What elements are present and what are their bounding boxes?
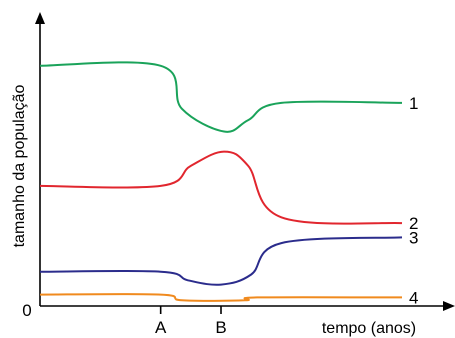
origin-label: 0 <box>22 301 31 320</box>
series-label-2: 2 <box>409 214 418 233</box>
series-label-4: 4 <box>409 288 418 307</box>
series-label-3: 3 <box>409 228 418 247</box>
x-tick-label-b: B <box>215 318 226 337</box>
x-axis-arrow-icon <box>443 301 455 311</box>
x-axis-label: tempo (anos) <box>322 320 416 337</box>
series-line-1 <box>39 61 403 133</box>
x-tick-label-a: A <box>155 318 167 337</box>
series-group <box>39 61 403 302</box>
y-axis-label: tamanho da população <box>11 85 28 248</box>
series-line-3 <box>39 236 403 286</box>
y-axis-arrow-icon <box>35 12 45 24</box>
series-label-1: 1 <box>409 94 418 113</box>
series-line-2 <box>39 150 403 225</box>
series-labels: 1 23 4 <box>409 94 418 307</box>
series-line-4 <box>39 293 403 302</box>
